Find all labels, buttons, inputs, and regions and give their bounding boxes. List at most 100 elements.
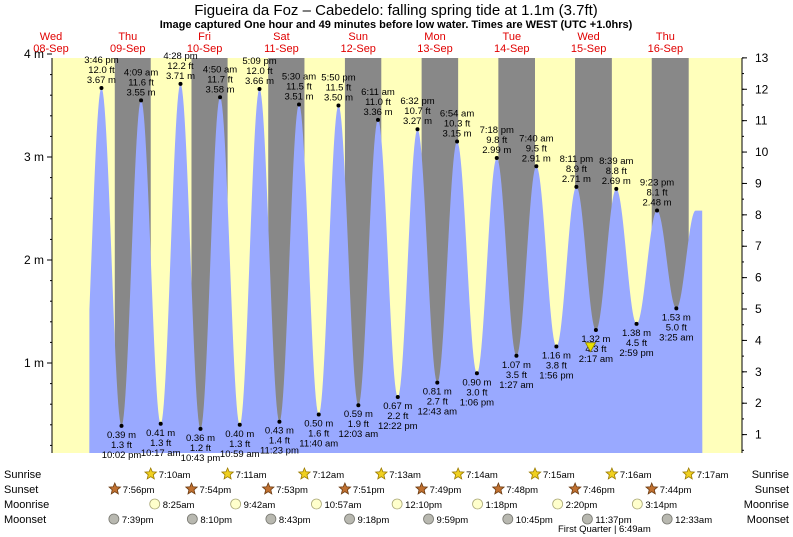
high-ft-label: 11.0 ft (365, 97, 391, 108)
sunset-icon (338, 481, 352, 495)
high-time-label: 8:11 pm (560, 154, 594, 165)
low-water-dot (395, 394, 400, 399)
high-water-dot (614, 186, 619, 191)
high-ft-label: 11.5 ft (286, 81, 312, 92)
low-m-label: 0.67 m (383, 401, 412, 412)
day-date-label: 11-Sep (264, 43, 299, 55)
sunrise-time: 7:16am (620, 470, 652, 481)
high-water-dot (218, 95, 223, 100)
day-date-label: 09-Sep (110, 43, 145, 55)
moonrise-icon (311, 498, 322, 510)
low-water-dot (277, 419, 282, 424)
high-time-label: 5:30 am (282, 71, 316, 82)
moonrise-row-label-left: Moonrise (4, 499, 49, 511)
low-ft-label: 4.5 ft (626, 338, 647, 349)
moonset-time: 7:39pm (122, 515, 154, 526)
high-m-label: 2.99 m (482, 145, 511, 156)
high-m-label: 3.55 m (127, 87, 156, 98)
right-tick-label: 8 (755, 208, 762, 222)
high-ft-label: 11.6 ft (128, 77, 154, 88)
day-name-label: Thu (118, 31, 137, 43)
moonset-time: 10:45pm (516, 515, 553, 526)
high-water-dot (534, 164, 539, 169)
low-time-label: 11:23 pm (260, 446, 299, 457)
moonrise-icon (391, 498, 403, 510)
low-ft-label: 3.8 ft (546, 361, 567, 372)
high-m-label: 2.91 m (522, 153, 551, 164)
moonset-time: 8:10pm (200, 515, 232, 526)
low-m-label: 0.81 m (423, 387, 452, 398)
right-tick-label: 9 (755, 176, 762, 190)
low-water-dot (514, 353, 519, 358)
day-date-label: 13-Sep (417, 43, 452, 55)
moonset-time: 12:33am (675, 515, 712, 526)
sunrise-icon (682, 466, 696, 480)
high-ft-label: 8.9 ft (566, 164, 587, 175)
moonset-time: 11:37pm (595, 515, 631, 526)
chart-title: Figueira da Foz – Cabedelo: falling spri… (194, 2, 598, 19)
low-m-label: 1.16 m (542, 351, 571, 362)
moonset-icon (502, 513, 514, 525)
moonset-icon (581, 513, 593, 525)
high-water-dot (336, 103, 341, 108)
sunset-time: 7:48pm (506, 485, 538, 496)
high-ft-label: 9.5 ft (526, 143, 547, 154)
low-time-label: 10:59 am (220, 449, 260, 460)
low-ft-label: 4.3 ft (585, 344, 606, 355)
moonset-icon (265, 513, 277, 525)
day-labels: Wed08-SepThu09-SepFri10-SepSat11-SepSun1… (33, 31, 683, 55)
low-time-label: 1:06 pm (460, 397, 494, 408)
day-date-label: 10-Sep (187, 43, 222, 55)
high-ft-label: 8.8 ft (606, 166, 627, 177)
sunrise-icon (374, 466, 388, 480)
sunset-icon (414, 481, 429, 495)
high-m-label: 3.66 m (245, 76, 274, 87)
sunrise-time: 7:15am (543, 470, 575, 481)
high-ft-label: 10.7 ft (404, 106, 431, 117)
low-m-label: 1.53 m (662, 312, 691, 323)
low-time-label: 3:25 am (659, 332, 693, 343)
high-m-label: 3.67 m (87, 75, 116, 86)
high-water-dot (178, 81, 183, 86)
high-time-label: 6:32 pm (400, 96, 434, 107)
high-m-label: 2.69 m (602, 176, 631, 187)
high-m-label: 3.71 m (166, 71, 195, 82)
high-m-label: 3.50 m (324, 93, 353, 104)
day-name-label: Fri (198, 31, 211, 43)
sunset-time: 7:51pm (353, 485, 385, 496)
chart-subtitle: Image captured One hour and 49 minutes b… (160, 19, 633, 31)
water-level-area (89, 83, 703, 454)
high-ft-label: 10.3 ft (444, 119, 471, 130)
low-time-label: 12:22 pm (378, 421, 418, 432)
high-ft-label: 12.0 ft (88, 65, 115, 76)
high-ft-label: 9.8 ft (486, 135, 507, 146)
moonrise-time: 1:18pm (486, 500, 518, 511)
day-date-label: 14-Sep (494, 43, 529, 55)
low-ft-label: 5.0 ft (666, 322, 687, 333)
high-time-label: 7:18 pm (480, 125, 514, 136)
high-water-dot (494, 156, 499, 161)
high-time-label: 9:23 pm (640, 178, 674, 189)
sunrise-icon (220, 466, 235, 480)
day-name-label: Wed (577, 31, 599, 43)
low-time-label: 12:03 am (339, 429, 379, 440)
sunrise-icon (297, 466, 312, 480)
high-m-label: 3.36 m (363, 107, 392, 118)
sunrise-time: 7:14am (466, 470, 498, 481)
low-m-label: 0.90 m (462, 377, 491, 388)
low-water-dot (674, 306, 679, 311)
moonset-icon (186, 513, 198, 525)
high-m-label: 3.27 m (403, 116, 432, 127)
low-time-label: 10:02 pm (102, 450, 142, 461)
high-time-label: 4:09 am (124, 67, 158, 78)
right-tick-label: 5 (755, 302, 762, 316)
left-tick-label: 1 m (24, 356, 44, 370)
high-m-label: 3.58 m (206, 84, 235, 95)
high-water-dot (574, 184, 579, 189)
right-tick-label: 3 (755, 365, 762, 379)
moonrise-icon (230, 498, 242, 510)
sunset-time: 7:56pm (123, 485, 155, 496)
high-water-dot (139, 98, 144, 103)
right-tick-label: 11 (755, 114, 768, 128)
